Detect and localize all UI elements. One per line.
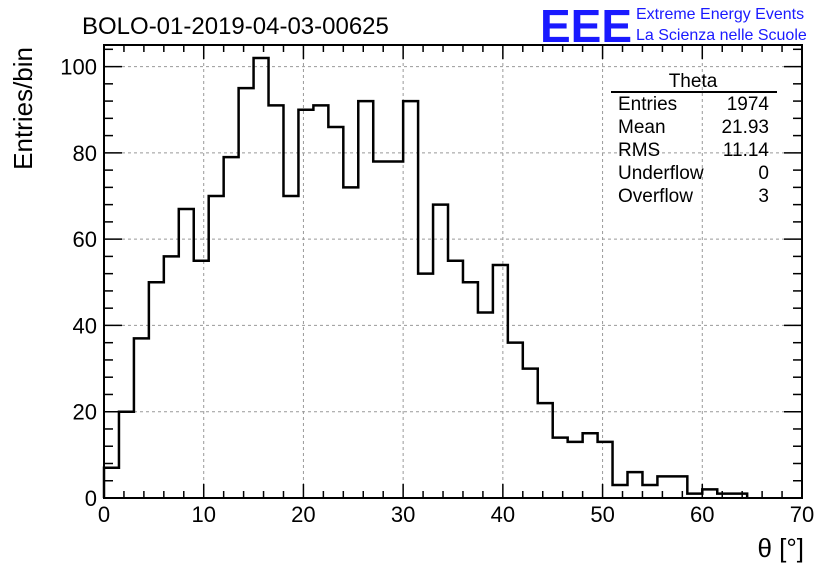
y-tick-label-0: 0 xyxy=(85,486,97,511)
y-tick-label-5: 100 xyxy=(60,55,97,80)
stats-box: Theta Entries 1974 Mean 21.93 RMS 11.14 … xyxy=(611,71,777,207)
x-tick-label-6: 60 xyxy=(690,502,714,527)
stats-label-rms: RMS xyxy=(618,140,660,161)
y-tick-labels: 0 20 40 60 80 100 xyxy=(60,55,97,511)
x-tick-label-3: 30 xyxy=(391,502,415,527)
y-tick-label-2: 40 xyxy=(73,313,97,338)
logo-line-1: Extreme Energy Events xyxy=(636,6,804,23)
x-tick-label-1: 10 xyxy=(191,502,215,527)
eee-logo: EEE xyxy=(540,0,632,52)
stats-value-underflow: 0 xyxy=(758,163,769,184)
y-tick-label-1: 20 xyxy=(73,400,97,425)
stats-value-overflow: 3 xyxy=(758,186,769,207)
plot-title: BOLO-01-2019-04-03-00625 xyxy=(82,13,389,40)
x-tick-label-2: 20 xyxy=(291,502,315,527)
stats-value-entries: 1974 xyxy=(727,94,770,115)
stats-title: Theta xyxy=(669,71,718,92)
stats-value-rms: 11.14 xyxy=(723,140,770,161)
histogram-line xyxy=(102,56,749,498)
x-tick-labels: 0 10 20 30 40 50 60 70 xyxy=(98,502,814,527)
y-tick-label-4: 80 xyxy=(73,141,97,166)
grid xyxy=(104,45,802,498)
axis-ticks xyxy=(103,45,803,499)
y-tick-label-3: 60 xyxy=(73,227,97,252)
logo-line-2: La Scienza nelle Scuole xyxy=(636,27,807,44)
stats-label-entries: Entries xyxy=(618,94,677,115)
stats-label-overflow: Overflow xyxy=(618,186,693,207)
x-axis-title: θ [°] xyxy=(757,533,804,563)
x-tick-label-5: 50 xyxy=(590,502,614,527)
plot-frame xyxy=(103,44,803,499)
x-tick-label-7: 70 xyxy=(790,502,814,527)
x-tick-label-4: 40 xyxy=(491,502,515,527)
stats-label-underflow: Underflow xyxy=(618,163,704,184)
stats-label-mean: Mean xyxy=(618,117,666,138)
y-axis-title: Entries/bin xyxy=(8,47,38,170)
stats-value-mean: 21.93 xyxy=(721,117,769,138)
x-tick-label-0: 0 xyxy=(98,502,110,527)
